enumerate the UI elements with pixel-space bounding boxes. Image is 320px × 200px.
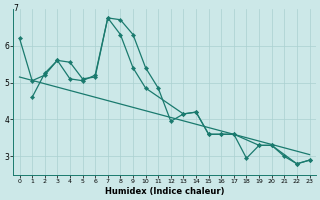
X-axis label: Humidex (Indice chaleur): Humidex (Indice chaleur) — [105, 187, 224, 196]
Text: 7: 7 — [14, 4, 19, 13]
